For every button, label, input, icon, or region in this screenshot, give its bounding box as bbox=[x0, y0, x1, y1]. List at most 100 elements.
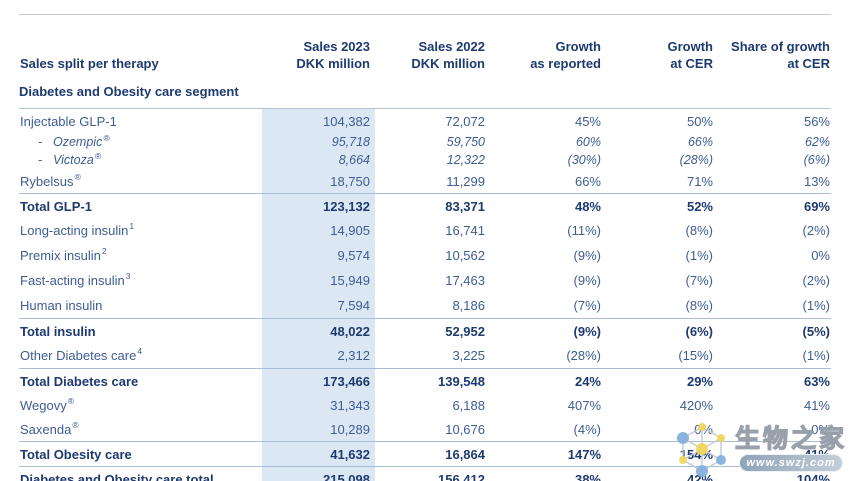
cell-growth-as-reported: (7%) bbox=[573, 298, 601, 313]
cell-growth-at-cer: 52% bbox=[686, 198, 713, 214]
cell-growth-at-cer: (28%) bbox=[679, 153, 713, 167]
table-row: Diabetes and Obesity care total 215,098 15… bbox=[19, 466, 831, 481]
row-label-text: Total Diabetes care bbox=[20, 373, 139, 389]
row-label: Total insulin bbox=[19, 324, 262, 339]
table-row: Total Diabetes care 173,466 139,548 24% 29% 6… bbox=[19, 368, 831, 393]
cell-sales-2023: 31,343 bbox=[262, 393, 375, 417]
sales-split-table: Sales split per therapy Sales 2023 DKK m… bbox=[19, 14, 831, 481]
cell-growth-at-cer: 66% bbox=[687, 135, 713, 149]
table-row: Long-acting insulin1 14,905 16,741 (11%) (8%… bbox=[19, 218, 831, 243]
row-label-text: Premix insulin bbox=[20, 248, 101, 263]
cell-sales-2022: 52,952 bbox=[445, 323, 485, 339]
column-header-line: Growth bbox=[555, 39, 602, 54]
cell-sales-2023: 95,718 bbox=[262, 133, 375, 151]
cell-growth-at-cer: 71% bbox=[686, 173, 713, 189]
row-label-text: Total insulin bbox=[20, 323, 96, 339]
table-row: Premix insulin2 9,574 10,562 (9%) (1%) 0% bbox=[19, 243, 831, 268]
cell-growth-as-reported: 60% bbox=[575, 135, 601, 149]
row-label: Diabetes and Obesity care total bbox=[19, 472, 262, 481]
table-row: Human insulin 7,594 8,186 (7%) (8%) (1%) bbox=[19, 293, 831, 318]
footnote-marker: 1 bbox=[129, 221, 135, 231]
cell-sales-2022: 83,371 bbox=[445, 198, 485, 214]
row-label-text: Long-acting insulin bbox=[20, 223, 129, 238]
table-row: Wegovy® 31,343 6,188 407% 420% 41% bbox=[19, 393, 831, 417]
column-header-line: Sales 2023 bbox=[303, 39, 370, 54]
cell-growth-at-cer: (8%) bbox=[685, 298, 713, 313]
row-label-text: Total Obesity care bbox=[20, 446, 132, 462]
cell-sales-2022: 16,864 bbox=[445, 446, 485, 462]
column-header-growth-at-cer: Growth at CER bbox=[602, 38, 715, 72]
table-row: - Ozempic® 95,718 59,750 60% 66% 62% bbox=[19, 133, 831, 151]
cell-sales-2023: 123,132 bbox=[262, 194, 375, 218]
registered-trademark-mark: ® bbox=[103, 133, 110, 143]
row-label: Wegovy® bbox=[19, 396, 262, 413]
cell-sales-2022: 10,676 bbox=[445, 421, 485, 437]
row-label-text: Fast-acting insulin bbox=[20, 273, 125, 288]
cell-sales-2023: 10,289 bbox=[262, 417, 375, 441]
row-label: Total Obesity care bbox=[19, 447, 262, 462]
cell-share-of-growth-at-cer: (2%) bbox=[802, 223, 830, 238]
cell-growth-as-reported: 45% bbox=[574, 113, 601, 129]
cell-sales-2022: 59,750 bbox=[446, 135, 485, 149]
cell-sales-2022: 72,072 bbox=[445, 113, 485, 129]
cell-growth-at-cer: (6%) bbox=[685, 323, 713, 339]
registered-trademark-mark: ® bbox=[72, 419, 79, 430]
cell-growth-as-reported: (30%) bbox=[567, 153, 601, 167]
segment-title: Diabetes and Obesity care segment bbox=[19, 84, 239, 99]
cell-growth-as-reported: 24% bbox=[574, 373, 601, 389]
table-title: Sales split per therapy bbox=[20, 56, 159, 71]
row-label-text: Diabetes and Obesity care total bbox=[20, 471, 214, 481]
registered-trademark-mark: ® bbox=[94, 151, 102, 161]
cell-growth-at-cer: (1%) bbox=[685, 248, 713, 263]
cell-share-of-growth-at-cer: 104% bbox=[796, 471, 830, 481]
dash-bullet: - bbox=[38, 135, 43, 149]
cell-growth-at-cer: (7%) bbox=[685, 273, 713, 288]
cell-sales-2023: 41,632 bbox=[262, 442, 375, 466]
cell-sales-2023: 7,594 bbox=[262, 293, 375, 318]
cell-growth-at-cer: 29% bbox=[686, 373, 713, 389]
table-row: Total Obesity care41,63216,864147%154%41… bbox=[19, 441, 831, 466]
row-label-text: Wegovy bbox=[20, 397, 67, 413]
footnote-marker: 4 bbox=[137, 346, 143, 356]
row-label: Total Diabetes care bbox=[19, 374, 262, 389]
cell-sales-2023: 2,312 bbox=[262, 343, 375, 368]
row-label-text: Rybelsus bbox=[20, 173, 74, 189]
table-row: Total GLP-1 123,132 83,371 48% 52% 69% bbox=[19, 193, 831, 218]
column-header-line: DKK million bbox=[296, 56, 370, 71]
table-row: Rybelsus® 18,750 11,299 66% 71% 13% bbox=[19, 169, 831, 193]
cell-sales-2022: 12,322 bbox=[446, 153, 485, 167]
row-label: - Ozempic® bbox=[19, 133, 262, 149]
cell-sales-2022: 10,562 bbox=[445, 248, 485, 263]
row-label: Other Diabetes care4 bbox=[19, 346, 262, 363]
table-row: Injectable GLP-1 104,382 72,072 45% 50% 56% bbox=[19, 109, 831, 133]
dash-bullet: - bbox=[38, 153, 43, 167]
watermark-site-name: 生物之家 bbox=[734, 424, 847, 453]
cell-growth-as-reported: (28%) bbox=[566, 348, 601, 363]
table-row: - Victoza® 8,664 12,322 (30%) (28%) (6%) bbox=[19, 151, 831, 169]
cell-growth-as-reported: 147% bbox=[567, 446, 601, 462]
cell-sales-2022: 139,548 bbox=[438, 373, 485, 389]
row-label: Injectable GLP-1 bbox=[19, 114, 262, 129]
cell-share-of-growth-at-cer: (2%) bbox=[802, 273, 830, 288]
column-header-line: at CER bbox=[787, 56, 830, 71]
cell-sales-2023: 18,750 bbox=[262, 169, 375, 193]
row-label: Human insulin bbox=[19, 298, 262, 313]
row-label-text: Saxenda bbox=[20, 421, 72, 437]
row-label-text: Other Diabetes care bbox=[20, 348, 137, 363]
cell-sales-2023: 8,664 bbox=[262, 151, 375, 169]
column-header-growth-as-reported: Growth as reported bbox=[486, 38, 602, 72]
row-label: Fast-acting insulin3 bbox=[19, 271, 262, 288]
footnote-marker: 3 bbox=[125, 271, 131, 281]
cell-share-of-growth-at-cer: 0% bbox=[811, 421, 830, 437]
watermark-url-badge: www.swzj.com bbox=[739, 454, 843, 473]
cell-share-of-growth-at-cer: (1%) bbox=[802, 298, 830, 313]
cell-sales-2023: 48,022 bbox=[262, 319, 375, 343]
cell-growth-as-reported: 407% bbox=[567, 397, 601, 413]
row-label-text: Injectable GLP-1 bbox=[20, 113, 117, 129]
cell-growth-as-reported: 66% bbox=[574, 173, 601, 189]
row-label-text: Human insulin bbox=[20, 298, 103, 313]
cell-share-of-growth-at-cer: (6%) bbox=[803, 153, 830, 167]
cell-share-of-growth-at-cer: 0% bbox=[811, 248, 830, 263]
cell-share-of-growth-at-cer: 13% bbox=[803, 173, 830, 189]
cell-growth-as-reported: (4%) bbox=[573, 421, 601, 437]
